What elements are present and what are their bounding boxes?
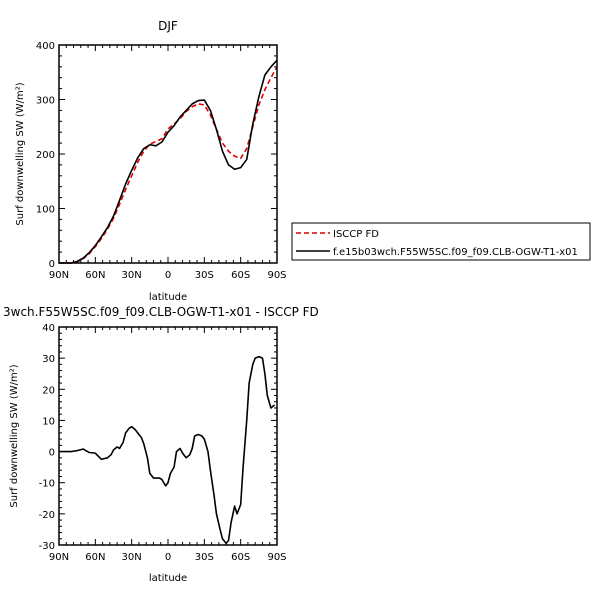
bottom-x-tick-label: 30N <box>122 552 142 563</box>
bottom-x-tick-label: 90S <box>267 552 286 563</box>
bottom-x-tick-label: 60S <box>231 552 250 563</box>
top-data-lines <box>59 59 278 264</box>
top-y-tick-label: 400 <box>36 41 55 52</box>
top-x-tick-label: 60S <box>231 270 250 281</box>
bottom-panel: 3wch.F55W5SC.f09_f09.CLB-OGW-T1-x01 - IS… <box>3 305 319 584</box>
bottom-y-tick-label: 20 <box>42 385 55 396</box>
top-x-tick-label: 90N <box>49 270 69 281</box>
top-x-tick-label: 60N <box>85 270 105 281</box>
bottom-chart-title: 3wch.F55W5SC.f09_f09.CLB-OGW-T1-x01 - IS… <box>3 305 319 319</box>
top-y-tick-label: 300 <box>36 96 55 107</box>
top-plot-frame <box>58 44 278 264</box>
legend-box <box>291 222 591 261</box>
top-x-tick-label: 30N <box>122 270 142 281</box>
bottom-x-axis-label: latitude <box>149 573 187 584</box>
bottom-plot-frame <box>58 326 278 546</box>
bottom-y-tick-label: -10 <box>39 479 55 490</box>
legend-label-model: f.e15b03wch.F55W5SC.f09_f09.CLB-OGW-T1-x… <box>333 247 578 258</box>
bottom-y-tick-label: 40 <box>42 323 55 334</box>
bottom-x-tick-label: 30S <box>195 552 214 563</box>
bottom-axis-ticks: 90N 60N 30N 0 30S 60S 90S -30 -20 -10 0 10 20 30 40 <box>39 323 287 563</box>
top-y-tick-label: 100 <box>36 205 55 216</box>
legend: ISCCP FD f.e15b03wch.F55W5SC.f09_f09.CLB… <box>291 222 591 261</box>
bottom-y-tick-label: -30 <box>39 541 55 552</box>
bottom-data-lines <box>59 355 276 545</box>
legend-label-isccp: ISCCP FD <box>333 229 379 240</box>
top-axis-ticks: 90N 60N 30N 0 30S 60S 90S 0 100 200 300 400 <box>36 41 287 281</box>
top-y-tick-label: 0 <box>49 259 55 270</box>
top-x-tick-label: 0 <box>165 270 171 281</box>
bottom-y-tick-label: -20 <box>39 510 55 521</box>
bottom-series-line-difference <box>59 355 276 545</box>
top-series-line-isccp-fd <box>59 66 278 264</box>
bottom-y-tick-label: 0 <box>49 448 55 459</box>
bottom-y-tick-label: 30 <box>42 354 55 365</box>
bottom-x-tick-label: 0 <box>165 552 171 563</box>
top-chart-title: DJF <box>158 19 178 33</box>
bottom-y-tick-label: 10 <box>42 416 55 427</box>
top-y-tick-label: 200 <box>36 150 55 161</box>
bottom-x-tick-label: 60N <box>85 552 105 563</box>
top-y-axis-label: Surf downwelling SW (W/m²) <box>15 82 26 225</box>
bottom-y-axis-label: Surf downwelling SW (W/m²) <box>9 364 20 507</box>
top-x-tick-label: 30S <box>195 270 214 281</box>
top-series-line-f <box>59 59 278 264</box>
top-panel: DJF Surf downwelling SW (W/m²) latitude … <box>15 19 287 303</box>
top-x-tick-label: 90S <box>267 270 286 281</box>
bottom-x-tick-label: 90N <box>49 552 69 563</box>
top-x-axis-label: latitude <box>149 292 187 303</box>
